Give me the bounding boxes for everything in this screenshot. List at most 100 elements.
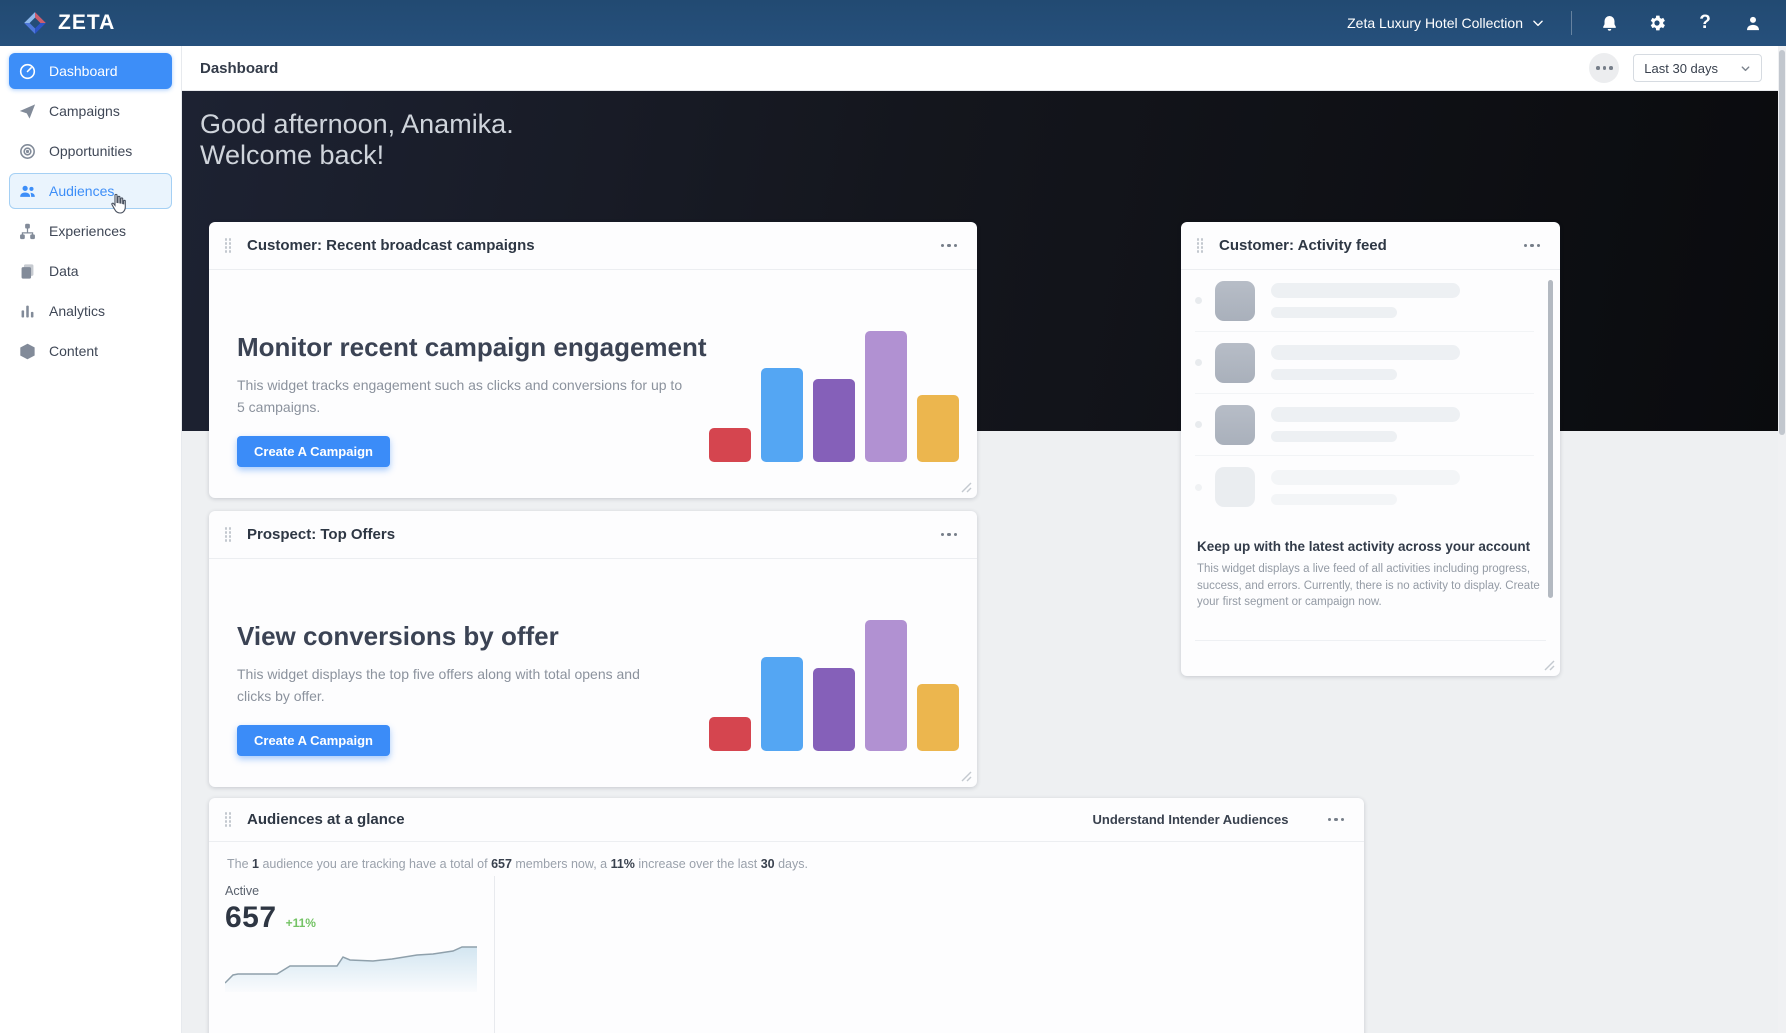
stat-value: 657 [225, 901, 277, 934]
audience-summary-text: The 1 audience you are tracking have a t… [227, 857, 808, 871]
status-dot [1195, 483, 1202, 491]
create-campaign-button[interactable]: Create A Campaign [237, 436, 390, 468]
help-icon[interactable]: ? [1699, 12, 1711, 33]
drag-handle-icon[interactable] [225, 527, 234, 542]
card-menu-button[interactable] [1324, 814, 1349, 826]
card-menu-button[interactable] [937, 240, 962, 252]
activity-skeleton-row [1195, 456, 1534, 518]
drag-handle-icon[interactable] [225, 238, 234, 253]
bar-4 [865, 620, 907, 751]
bar-2 [761, 657, 803, 751]
sidebar-item-audiences[interactable]: Audiences [9, 173, 172, 209]
gauge-icon [17, 61, 37, 81]
resize-handle-icon[interactable] [960, 770, 972, 782]
text-placeholder [1271, 469, 1534, 505]
sidebar-item-analytics[interactable]: Analytics [9, 293, 172, 329]
card-header: Customer: Recent broadcast campaigns [209, 222, 977, 270]
sidebar-item-campaigns[interactable]: Campaigns [9, 93, 172, 129]
card-body: Monitor recent campaign engagement This … [209, 270, 977, 468]
stat-delta-badge: +11% [285, 916, 316, 930]
sidebar-item-label: Content [49, 343, 99, 359]
text-placeholder [1271, 407, 1534, 442]
greeting-text: Good afternoon, Anamika. Welcome back! [200, 109, 514, 171]
gear-icon[interactable] [1646, 12, 1668, 34]
understand-intender-audiences-link[interactable]: Understand Intender Audiences [1092, 812, 1289, 827]
brand[interactable]: ZETA [22, 10, 115, 36]
sidebar: Dashboard Campaigns Opportunities Audiences… [0, 46, 182, 1033]
card-audiences-at-a-glance: Audiences at a glance Understand Intende… [209, 798, 1364, 1033]
page-title: Dashboard [200, 59, 279, 77]
bars-icon [17, 301, 37, 321]
sidebar-item-label: Dashboard [49, 63, 118, 79]
card-header: Audiences at a glance Understand Intende… [209, 798, 1364, 842]
activity-skeleton-row [1195, 394, 1534, 456]
paper-plane-icon [17, 101, 37, 121]
bar-5 [917, 395, 959, 462]
status-dot [1195, 421, 1202, 428]
card-body: View conversions by offer This widget di… [209, 559, 977, 757]
time-range-select[interactable]: Last 30 days [1633, 54, 1762, 82]
sidebar-item-label: Opportunities [49, 143, 133, 159]
card-recent-broadcast-campaigns: Customer: Recent broadcast campaigns Mon… [209, 222, 977, 498]
cube-icon [17, 341, 37, 361]
card-header: Customer: Activity feed [1181, 222, 1560, 270]
card-menu-button[interactable] [1520, 240, 1545, 252]
resize-handle-icon[interactable] [960, 481, 972, 493]
chevron-down-icon [1533, 20, 1543, 27]
sidebar-item-label: Analytics [49, 303, 106, 319]
bar-3 [813, 379, 855, 462]
bar-1 [709, 428, 751, 462]
active-members-stat: Active 657 +11% [225, 884, 316, 935]
sidebar-item-experiences[interactable]: Experiences [9, 213, 172, 249]
page-scrollbar-thumb[interactable] [1779, 50, 1785, 435]
status-dot [1195, 359, 1202, 366]
widget-heading: Monitor recent campaign engagement [237, 332, 707, 362]
activity-skeleton-list [1181, 270, 1560, 518]
page-more-options-button[interactable] [1589, 53, 1620, 83]
text-placeholder [1271, 345, 1534, 380]
card-title: Audiences at a glance [247, 811, 405, 828]
hierarchy-icon [17, 221, 37, 241]
status-dot [1195, 297, 1202, 304]
main-content: Good afternoon, Anamika. Welcome back! C… [182, 91, 1786, 1033]
bar-2 [761, 368, 803, 462]
drag-handle-icon[interactable] [1197, 238, 1206, 253]
card-title: Customer: Activity feed [1219, 237, 1387, 254]
sidebar-item-label: Experiences [49, 223, 127, 239]
stat-label: Active [225, 884, 260, 898]
avatar-placeholder [1215, 404, 1255, 445]
navbar-divider [1571, 11, 1572, 35]
sidebar-item-data[interactable]: Data [9, 253, 172, 289]
widget-description: This widget displays the top five offers… [237, 666, 640, 704]
target-icon [17, 141, 37, 161]
card-activity-feed: Customer: Activity feed Keep up with the… [1181, 222, 1560, 676]
divider [1195, 640, 1546, 641]
user-icon[interactable] [1742, 12, 1764, 34]
resize-handle-icon[interactable] [1543, 659, 1555, 671]
sidebar-item-dashboard[interactable]: Dashboard [9, 53, 172, 89]
bar-5 [917, 684, 959, 751]
chevron-down-icon [1741, 65, 1750, 71]
sidebar-item-label: Data [49, 263, 79, 279]
activity-description: This widget displays a live feed of all … [1197, 563, 1540, 608]
card-menu-button[interactable] [937, 529, 962, 541]
create-campaign-button[interactable]: Create A Campaign [237, 725, 390, 757]
sidebar-item-label: Audiences [49, 183, 115, 199]
sidebar-item-label: Campaigns [49, 103, 120, 119]
stack-icon [17, 261, 37, 281]
account-selector[interactable]: Zeta Luxury Hotel Collection [1347, 15, 1545, 31]
sidebar-item-content[interactable]: Content [9, 333, 172, 369]
avatar-placeholder [1215, 342, 1255, 383]
greeting-line-2: Welcome back! [200, 140, 385, 170]
drag-handle-icon[interactable] [225, 812, 234, 827]
card-scrollbar[interactable] [1548, 280, 1553, 598]
bar-4 [865, 331, 907, 462]
card-title: Customer: Recent broadcast campaigns [247, 237, 535, 254]
widget-heading: View conversions by offer [237, 621, 559, 651]
bell-icon[interactable] [1598, 12, 1620, 34]
sidebar-item-opportunities[interactable]: Opportunities [9, 133, 172, 169]
members-trend-sparkline [225, 946, 477, 992]
page-header-controls: Last 30 days [1589, 53, 1762, 83]
page-scrollbar[interactable] [1778, 46, 1786, 1033]
